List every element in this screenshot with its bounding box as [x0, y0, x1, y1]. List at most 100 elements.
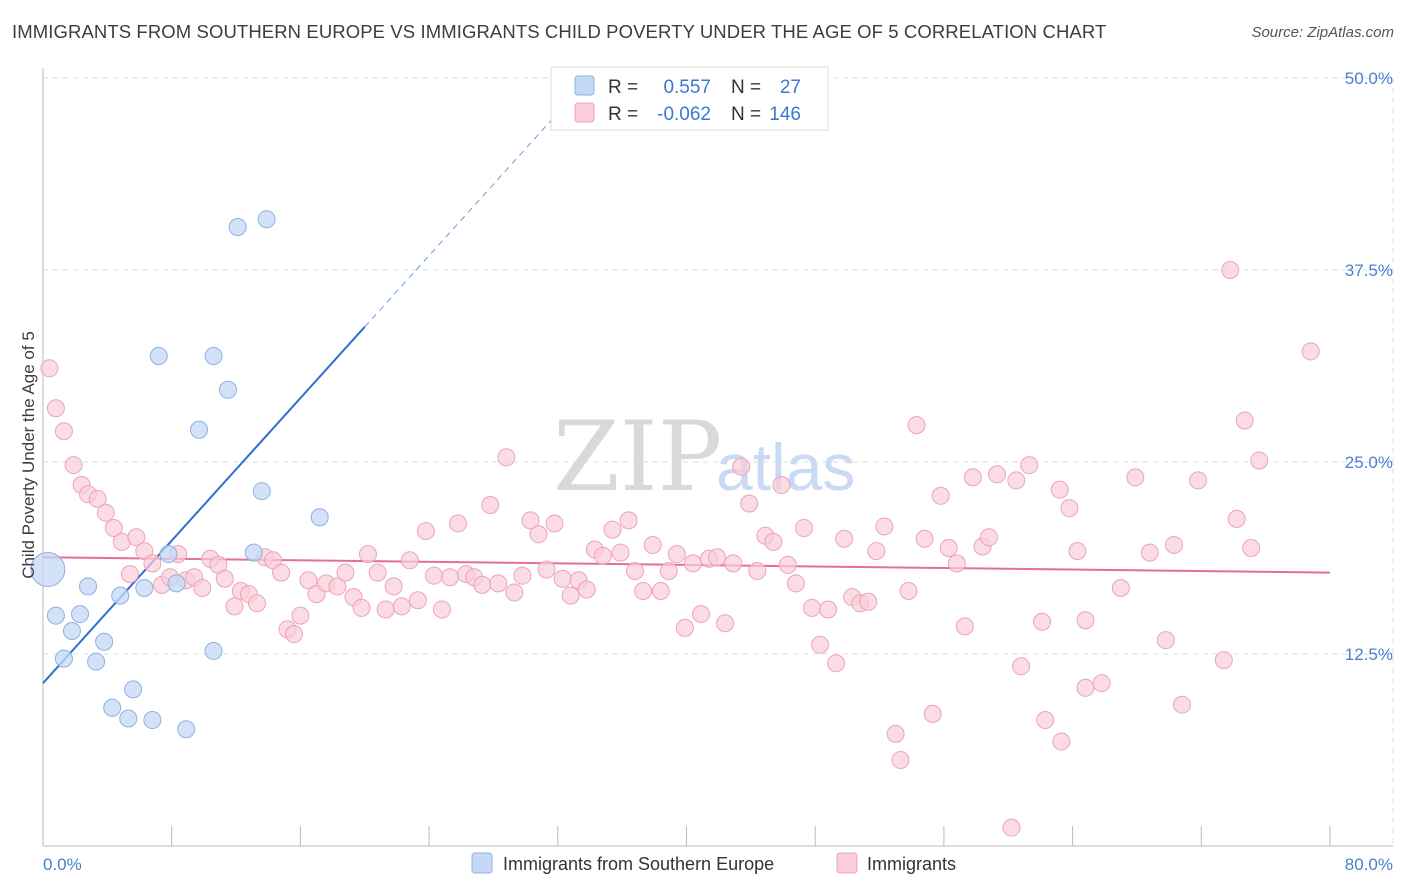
point-immigrants-77 [659, 562, 678, 581]
point-immigrants-59 [513, 566, 532, 585]
point-immigrants-122 [1020, 456, 1039, 475]
point-southern-europe-2 [54, 649, 73, 668]
point-immigrants-138 [1189, 471, 1208, 490]
stats-n-label-pink: N = [731, 104, 761, 125]
point-immigrants-96 [811, 635, 830, 654]
point-immigrants-49 [432, 600, 451, 619]
point-immigrants-75 [643, 535, 662, 554]
point-immigrants-93 [786, 574, 805, 593]
point-immigrants-118 [987, 465, 1006, 484]
point-immigrants-63 [545, 514, 564, 533]
legend-swatch-southern-europe [471, 852, 493, 874]
point-southern-europe-17 [177, 720, 196, 739]
point-immigrants-76 [651, 582, 670, 601]
source-label: Source: ZipAtlas.com [1251, 24, 1394, 41]
point-immigrants-29 [272, 563, 291, 582]
point-southern-europe-18 [190, 420, 209, 439]
point-immigrants-19 [193, 578, 212, 597]
point-immigrants-65 [561, 586, 580, 605]
point-southern-europe-7 [95, 632, 114, 651]
point-immigrants-123 [1033, 612, 1052, 631]
point-immigrants-125 [1050, 480, 1069, 499]
point-immigrants-107 [899, 582, 918, 601]
point-immigrants-144 [1250, 451, 1269, 470]
point-immigrants-112 [939, 539, 958, 558]
point-immigrants-78 [667, 545, 686, 564]
point-southern-europe-0 [30, 552, 66, 588]
point-immigrants-103 [867, 542, 886, 561]
point-immigrants-98 [827, 654, 846, 673]
point-immigrants-109 [915, 529, 934, 548]
point-immigrants-74 [634, 582, 653, 601]
point-southern-europe-6 [87, 652, 106, 671]
point-immigrants-46 [408, 591, 427, 610]
point-immigrants-106 [891, 750, 910, 769]
point-immigrants-114 [955, 617, 974, 636]
y-axis-label: Child Poverty Under the Age of 5 [19, 331, 38, 579]
point-immigrants-137 [1172, 695, 1191, 714]
point-immigrants-140 [1221, 261, 1240, 279]
point-immigrants-67 [577, 580, 596, 599]
point-immigrants-22 [215, 569, 234, 588]
point-immigrants-8 [104, 519, 123, 538]
legend-label-immigrants: Immigrants [867, 854, 956, 874]
point-immigrants-121 [1012, 657, 1031, 676]
y-tick-label-0: 12.5% [1345, 645, 1393, 664]
point-southern-europe-22 [228, 217, 247, 236]
point-immigrants-10 [120, 565, 139, 584]
point-immigrants-33 [299, 571, 318, 590]
point-immigrants-26 [247, 594, 266, 613]
point-southern-europe-1 [46, 606, 65, 625]
stats-swatch-pink [574, 102, 595, 123]
grid-lines [43, 77, 1394, 846]
point-immigrants-90 [764, 532, 783, 551]
series-immigrants-points [40, 261, 1320, 837]
point-immigrants-83 [708, 548, 727, 567]
series-legend: Immigrants from Southern Europe Immigran… [471, 852, 956, 874]
point-immigrants-124 [1036, 711, 1055, 730]
series-southern-europe-points [30, 210, 329, 739]
point-immigrants-57 [497, 448, 516, 467]
stats-legend-frame [550, 66, 829, 131]
point-immigrants-143 [1242, 539, 1261, 558]
stats-n-label-blue: N = [731, 77, 761, 98]
point-immigrants-134 [1140, 543, 1159, 562]
point-immigrants-2 [54, 422, 73, 441]
point-southern-europe-10 [119, 709, 138, 728]
point-immigrants-42 [376, 600, 395, 619]
point-immigrants-130 [1076, 611, 1095, 630]
point-immigrants-70 [603, 520, 622, 539]
point-immigrants-55 [481, 496, 500, 515]
point-immigrants-108 [907, 416, 926, 435]
point-immigrants-139 [1214, 651, 1233, 670]
watermark-zip: ZIP [553, 401, 722, 513]
point-southern-europe-26 [310, 508, 329, 527]
point-immigrants-126 [1052, 732, 1071, 751]
point-immigrants-80 [683, 554, 702, 573]
point-immigrants-88 [748, 562, 767, 581]
point-immigrants-84 [716, 614, 735, 633]
point-southern-europe-21 [219, 380, 238, 399]
point-immigrants-110 [923, 704, 942, 723]
point-immigrants-94 [794, 519, 813, 538]
point-southern-europe-4 [71, 605, 90, 624]
point-immigrants-129 [1076, 678, 1095, 697]
point-immigrants-131 [1092, 674, 1111, 693]
point-immigrants-115 [963, 468, 982, 487]
point-southern-europe-23 [244, 543, 263, 562]
y-tick-label-2: 37.5% [1345, 261, 1393, 280]
point-immigrants-132 [1111, 578, 1130, 597]
stats-n-value-pink: 146 [769, 104, 801, 125]
y-tick-label-3: 50.0% [1345, 69, 1393, 88]
trend-line-southern-europe-extension [364, 112, 559, 328]
point-southern-europe-11 [124, 680, 143, 699]
point-immigrants-69 [593, 546, 612, 565]
watermark: ZIP atlas [553, 401, 855, 513]
stats-r-value-pink: -0.062 [657, 104, 711, 125]
point-southern-europe-13 [143, 711, 162, 730]
point-immigrants-95 [802, 598, 821, 617]
point-immigrants-1 [46, 399, 65, 418]
stats-r-label-pink: R = [608, 104, 638, 125]
point-immigrants-62 [537, 560, 556, 579]
legend-label-southern-europe: Immigrants from Southern Europe [503, 854, 774, 874]
